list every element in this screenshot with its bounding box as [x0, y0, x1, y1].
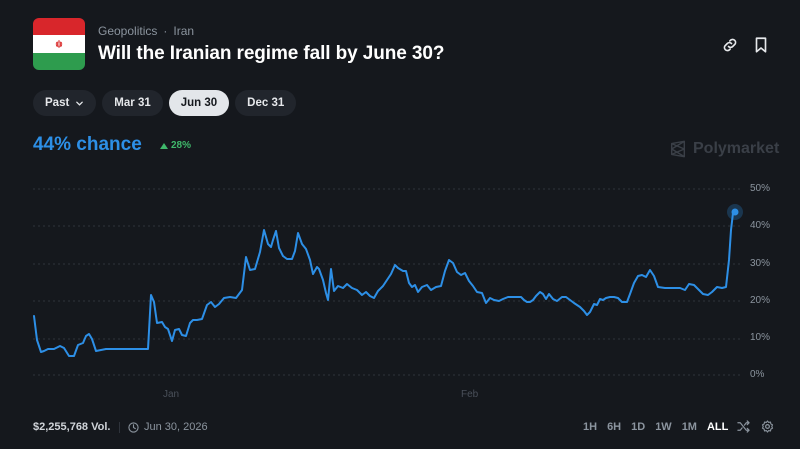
date-pill-dec-31[interactable]: Dec 31 — [235, 90, 297, 116]
past-dropdown-button[interactable]: Past — [33, 90, 97, 116]
volume-label: $2,255,768 Vol. — [33, 421, 111, 433]
polymarket-logo-icon — [670, 140, 686, 158]
clock-icon — [128, 421, 139, 433]
watermark-label: Polymarket — [693, 140, 780, 157]
range-1w[interactable]: 1W — [655, 421, 672, 433]
copy-link-button[interactable] — [721, 36, 739, 54]
chart-settings-button[interactable] — [761, 420, 774, 433]
y-tick-40: 40% — [750, 220, 771, 231]
past-label: Past — [45, 97, 70, 109]
chevron-down-icon — [76, 101, 84, 106]
bookmark-button[interactable] — [752, 36, 770, 54]
breadcrumb-separator: · — [163, 24, 168, 38]
change-value: 28% — [171, 140, 192, 151]
current-point-marker[interactable] — [731, 208, 739, 216]
date-pill-label: Mar 31 — [114, 97, 151, 109]
y-tick-30: 30% — [750, 258, 771, 269]
range-all[interactable]: ALL — [706, 421, 729, 433]
x-tick-feb: Feb — [461, 389, 479, 400]
range-1h[interactable]: 1H — [583, 421, 598, 433]
settings-icon — [761, 420, 774, 433]
date-pill-mar-31[interactable]: Mar 31 — [102, 90, 163, 116]
y-tick-0: 0% — [750, 369, 765, 380]
bookmark-icon — [755, 37, 767, 53]
shuffle-icon — [737, 420, 750, 433]
change-badge: 28% — [160, 140, 191, 151]
polymarket-watermark: Polymarket — [669, 140, 779, 158]
y-tick-50: 50% — [750, 183, 771, 194]
date-pill-jun-30[interactable]: Jun 30 — [168, 90, 230, 116]
x-tick-jan: Jan — [163, 389, 180, 400]
market-flag-icon — [33, 18, 85, 70]
chance-value: 44% chance — [33, 134, 142, 155]
end-date-label: Jun 30, 2026 — [144, 421, 208, 433]
price-line — [33, 212, 734, 357]
date-pill-label: Jun 30 — [180, 97, 218, 109]
date-pill-group: Past Mar 31 Jun 30 Dec 31 — [33, 90, 297, 116]
breadcrumb-category[interactable]: Geopolitics — [98, 24, 158, 38]
y-tick-20: 20% — [750, 295, 771, 306]
shuffle-button[interactable] — [737, 420, 750, 433]
range-1m[interactable]: 1M — [681, 421, 697, 433]
link-icon — [723, 38, 737, 52]
range-1d[interactable]: 1D — [631, 421, 646, 433]
end-date: Jun 30, 2026 — [128, 421, 208, 433]
date-pill-label: Dec 31 — [247, 97, 285, 109]
iran-emblem-icon — [55, 40, 63, 48]
arrow-up-icon — [160, 142, 168, 149]
y-tick-10: 10% — [750, 332, 771, 343]
range-6h[interactable]: 6H — [607, 421, 622, 433]
breadcrumb: Geopolitics · Iran — [98, 24, 194, 38]
breadcrumb-tag[interactable]: Iran — [173, 24, 195, 38]
footer-divider — [119, 422, 120, 433]
current-point-halo — [727, 204, 743, 220]
time-range-selector: 1H 6H 1D 1W 1M ALL — [583, 421, 728, 433]
market-title: Will the Iranian regime fall by June 30? — [98, 43, 445, 64]
